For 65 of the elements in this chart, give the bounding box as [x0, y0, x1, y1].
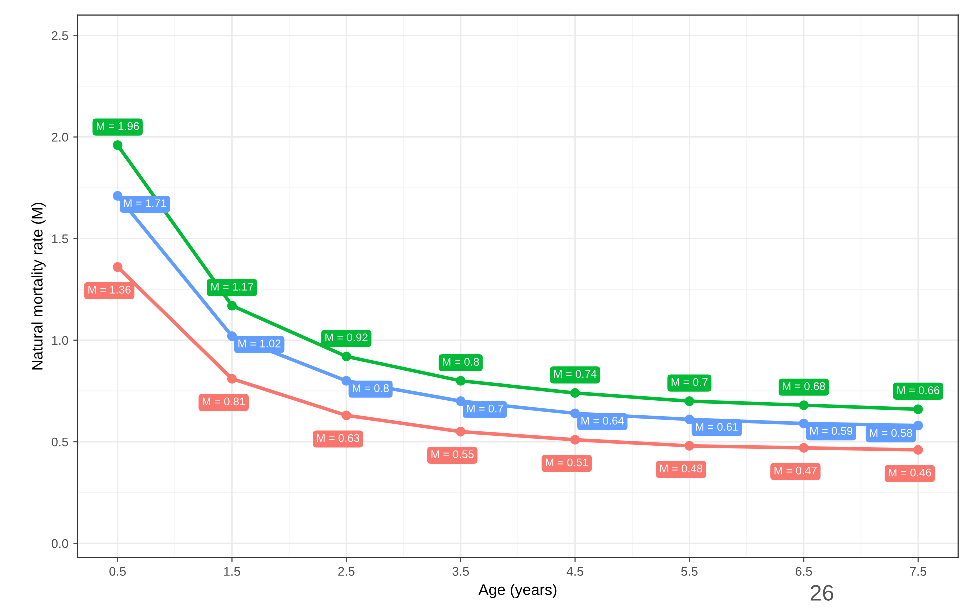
data-label: M = 1.96: [97, 122, 140, 130]
point: [914, 445, 924, 456]
y-tick-label: 1.5: [52, 234, 68, 244]
data-label: M = 0.58: [870, 429, 912, 438]
y-tick-label: 2.0: [52, 133, 68, 142]
point: [914, 420, 924, 431]
point: [570, 408, 580, 418]
data-label: M = 1.36: [88, 286, 131, 294]
point: [456, 376, 466, 386]
x-tick-label: 4.5: [566, 567, 584, 576]
point: [227, 301, 238, 311]
point: [113, 262, 123, 272]
text: 26: [810, 585, 834, 601]
x-tick-label: 6.5: [796, 567, 812, 576]
x-tick-label: 5.5: [681, 567, 698, 576]
point: [684, 396, 695, 406]
point: [914, 404, 924, 414]
data-label: M = 0.48: [660, 464, 703, 473]
data-label: M = 0.64: [582, 417, 624, 425]
point: [799, 418, 809, 429]
point: [342, 376, 352, 386]
data-label: M = 0.61: [696, 423, 738, 431]
y-axis-title: Natural mortality rate (M): [32, 203, 46, 370]
data-label: M = 0.51: [546, 458, 588, 467]
data-label: M = 0.8: [443, 358, 480, 366]
data-label: M = 0.63: [317, 434, 360, 442]
y-tick-label: 2.5: [52, 31, 68, 40]
y-tick-label: 1.0: [52, 336, 68, 346]
x-tick-label: 1.5: [224, 567, 240, 576]
data-label: M = 0.81: [203, 398, 246, 406]
data-label: M = 0.55: [432, 450, 474, 458]
data-label: M = 0.92: [326, 334, 368, 342]
data-label: M = 0.47: [774, 466, 817, 475]
point: [113, 191, 123, 202]
point: [570, 388, 580, 398]
point: [684, 414, 695, 425]
x-tick-label: 0.5: [110, 567, 126, 576]
point: [684, 441, 695, 451]
point: [227, 374, 238, 384]
x-tick-label: 7.5: [910, 567, 927, 576]
point: [799, 400, 809, 410]
y-tick-label: 0.5: [52, 438, 68, 447]
y-tick-label: 0.0: [52, 539, 68, 548]
data-label: M = 1.71: [124, 200, 166, 208]
data-label: M = 0.59: [810, 427, 853, 436]
point: [113, 140, 123, 150]
point: [570, 435, 580, 445]
point: [342, 410, 352, 420]
data-label: M = 0.68: [783, 382, 826, 390]
point: [799, 443, 809, 453]
x-tick-label: 2.5: [338, 567, 355, 576]
data-label: M = 0.74: [554, 370, 597, 378]
data-label: M = 1.17: [211, 283, 254, 291]
point: [342, 352, 352, 362]
x-tick-label: 3.5: [452, 567, 470, 576]
point: [456, 396, 466, 406]
x-axis-title: Age (years): [478, 584, 557, 598]
point: [227, 331, 238, 342]
data-label: M = 0.66: [898, 386, 940, 394]
data-label: M = 0.7: [672, 378, 708, 386]
data-label: M = 0.8: [353, 384, 390, 392]
data-label: M = 0.46: [889, 468, 932, 477]
data-label: M = 0.7: [467, 404, 504, 413]
data-label: M = 1.02: [238, 340, 281, 348]
point: [456, 426, 466, 437]
